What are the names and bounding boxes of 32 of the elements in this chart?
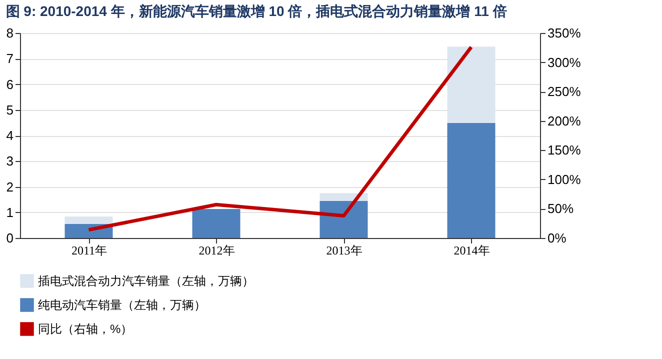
y2-tick-label: 250% [548, 84, 582, 100]
y-tick-label: 4 [6, 128, 14, 143]
y-tick-label: 7 [6, 51, 14, 66]
y2-tick-label: 300% [548, 54, 582, 70]
x-tick-label: 2013年 [326, 244, 362, 258]
x-tick-label: 2012年 [198, 244, 235, 258]
legend-label: 纯电动汽车销量（左轴，万辆） [38, 298, 206, 312]
bar [64, 216, 113, 224]
y2-tick-label: 150% [548, 142, 582, 158]
y2-tick-label: 0% [548, 230, 567, 246]
x-tick-label: 2014年 [454, 244, 490, 258]
y2-tick-label: 100% [548, 172, 582, 187]
y-tick-label: 8 [6, 26, 14, 40]
legend-label: 同比（右轴，%） [38, 322, 133, 336]
y-tick-label: 2 [6, 179, 14, 194]
x-tick-label: 2011年 [71, 244, 108, 258]
line-series [87, 45, 473, 232]
bar [320, 200, 368, 238]
y-tick-label: 0 [6, 230, 14, 246]
bar [192, 209, 240, 238]
legend-label: 插电式混合动力汽车销量（左轴，万辆） [38, 274, 254, 288]
bar [447, 122, 496, 238]
y2-tick-label: 350% [548, 26, 582, 40]
bar [320, 193, 368, 201]
bar [447, 46, 496, 123]
y-tick-label: 6 [6, 76, 14, 92]
y-tick-label: 3 [6, 154, 14, 169]
y-tick-label: 1 [6, 204, 14, 220]
y-tick-label: 5 [6, 102, 14, 118]
y2-tick-label: 200% [548, 113, 582, 128]
chart-title: 图 9: 2010-2014 年，新能源汽车销量激增 10 倍，插电式混合动力销量激增 11 倍 [6, 3, 507, 19]
y2-tick-label: 50% [548, 201, 574, 216]
